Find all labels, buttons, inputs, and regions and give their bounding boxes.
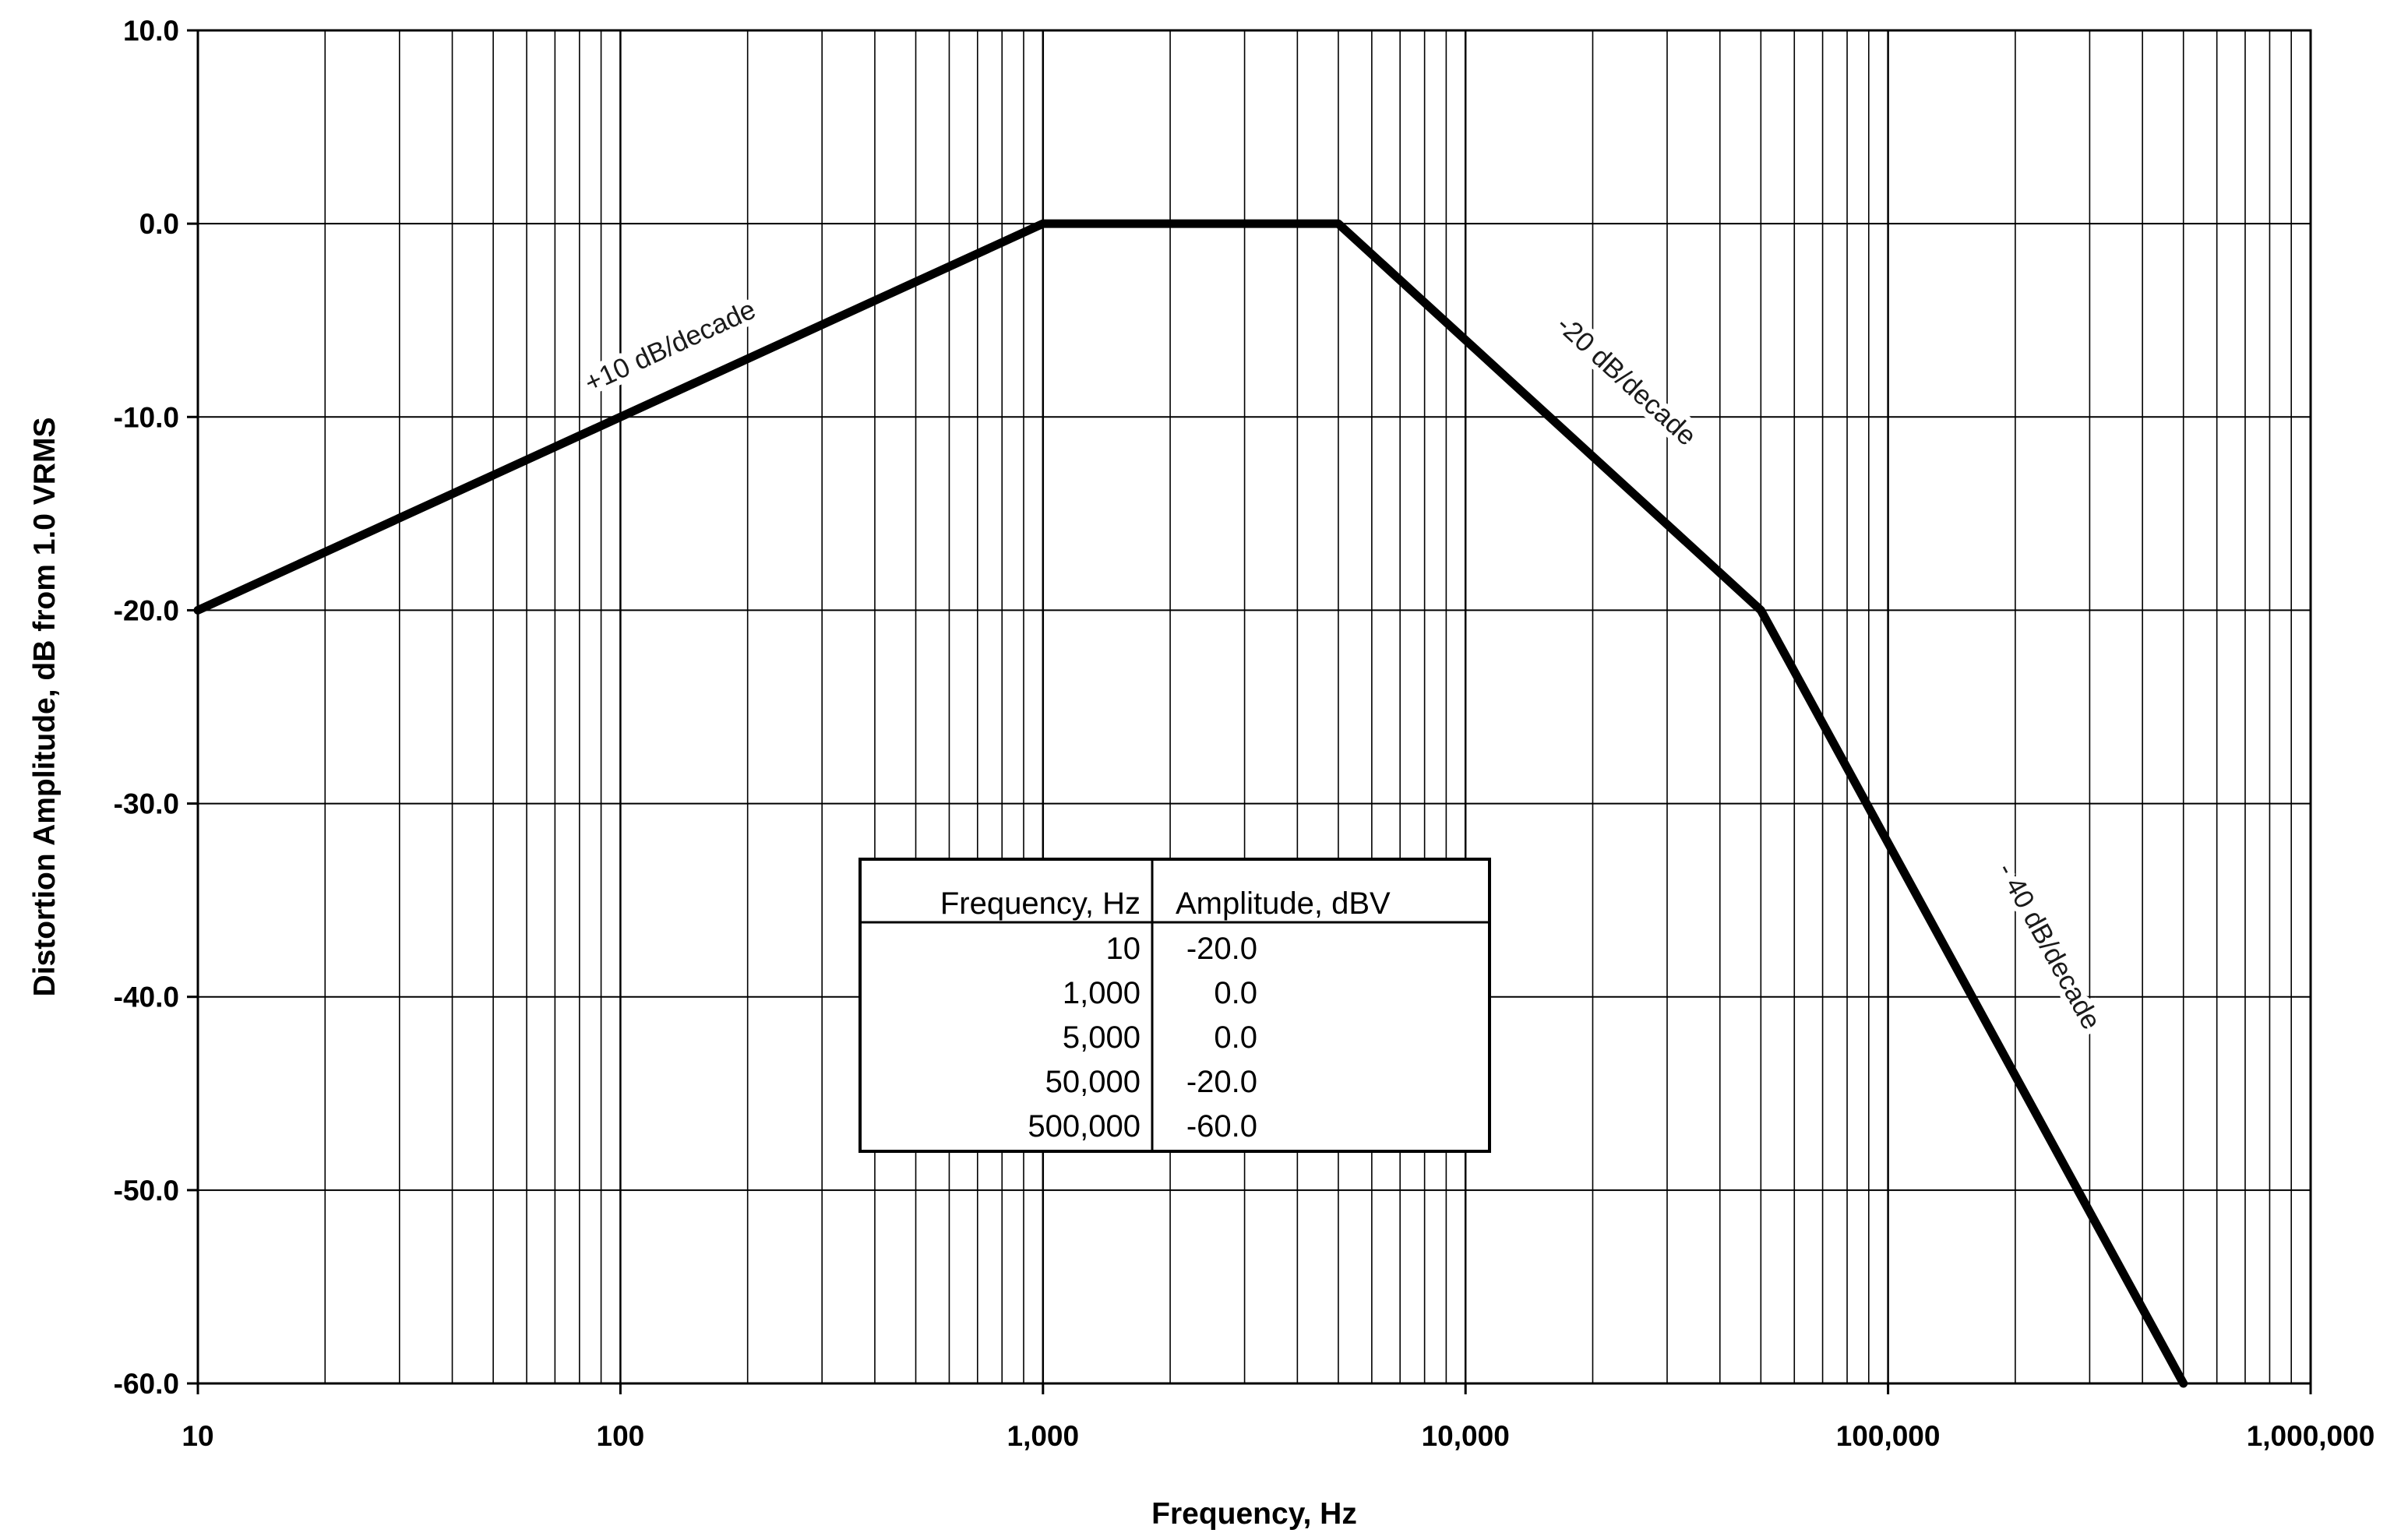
x-tick-label: 10,000 (1422, 1420, 1510, 1452)
x-axis-title: Frequency, Hz (1151, 1497, 1357, 1531)
x-tick-label: 100,000 (1836, 1420, 1941, 1452)
table-cell-amplitude: -60.0 (1186, 1109, 1257, 1144)
table-cell-amplitude: 0.0 (1214, 976, 1257, 1010)
grid (198, 30, 2311, 1383)
y-axis-title: Distortion Amplitude, dB from 1.0 VRMS (28, 418, 62, 997)
y-tick-label: -50.0 (114, 1175, 179, 1207)
table-header-frequency: Frequency, Hz (940, 886, 1141, 921)
x-tick-label: 1,000 (1007, 1420, 1080, 1452)
y-tick-label: 10.0 (123, 15, 179, 47)
data-point (1038, 220, 1047, 228)
table-cell-frequency: 1,000 (1063, 976, 1141, 1010)
table-cell-frequency: 50,000 (1045, 1065, 1141, 1099)
y-tick-label: -10.0 (114, 401, 179, 433)
y-tick-label: -30.0 (114, 788, 179, 820)
table-cell-frequency: 500,000 (1028, 1109, 1141, 1144)
table-cell-amplitude: 0.0 (1214, 1020, 1257, 1055)
x-tick-label: 1,000,000 (2247, 1420, 2375, 1452)
table-cell-frequency: 10 (1106, 932, 1141, 966)
y-tick-label: -60.0 (114, 1368, 179, 1400)
table-header-amplitude: Amplitude, dBV (1176, 886, 1391, 921)
y-tick-label: 0.0 (139, 208, 179, 240)
x-axis: 10 100 1,000 10,000 100,000 1,000,000 (182, 1383, 2375, 1452)
x-tick-label: 10 (182, 1420, 213, 1452)
x-tick-label: 100 (597, 1420, 645, 1452)
table-box (858, 858, 1491, 1153)
table-cell-frequency: 5,000 (1063, 1020, 1141, 1055)
data-table: Frequency, Hz Amplitude, dBV 10 -20.0 1,000 0… (858, 858, 1491, 1153)
data-point (194, 606, 202, 615)
table-cell-amplitude: -20.0 (1186, 932, 1257, 966)
data-point (1757, 606, 1765, 615)
table-cell-amplitude: -20.0 (1186, 1065, 1257, 1099)
y-tick-label: -40.0 (114, 981, 179, 1013)
data-point (2179, 1380, 2188, 1387)
plot-frame (196, 29, 2312, 1385)
y-axis: 10.0 0.0 -10.0 -20.0 -30.0 -40.0 -50.0 -60.0 (114, 15, 198, 1400)
y-tick-label: -20.0 (114, 594, 179, 626)
data-point (1334, 220, 1342, 228)
series-group (193, 219, 2188, 1388)
